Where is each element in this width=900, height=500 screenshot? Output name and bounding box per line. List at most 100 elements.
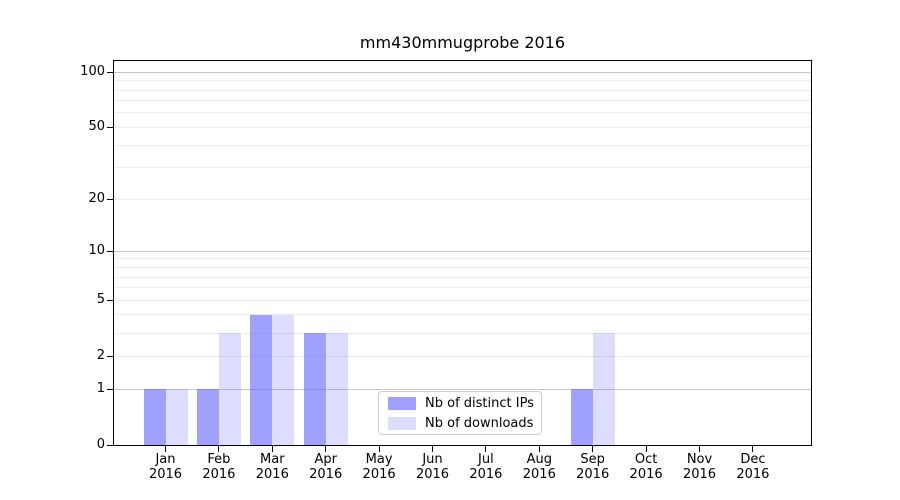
y-tick-label-1: 1 — [96, 381, 105, 396]
x-tick-mark-aug — [538, 446, 540, 452]
gridline-1 — [114, 388, 811, 390]
y-tick-mark-20 — [107, 198, 113, 200]
gridlines-layer — [114, 61, 811, 445]
x-tick-label-may: May 2016 — [347, 452, 411, 482]
y-tick-mark-50 — [107, 126, 113, 128]
x-tick-label-feb: Feb 2016 — [187, 452, 251, 482]
x-tick-label-mar: Mar 2016 — [240, 452, 304, 482]
x-tick-label-sep: Sep 2016 — [561, 452, 625, 482]
gridline-2 — [114, 355, 811, 357]
x-tick-year: 2016 — [736, 467, 770, 482]
x-tick-month: Aug — [526, 452, 552, 467]
gridline-30 — [114, 167, 811, 169]
x-tick-year: 2016 — [148, 467, 183, 482]
y-tick-mark-10 — [107, 250, 113, 252]
gridline-40 — [114, 144, 811, 146]
x-tick-month: Nov — [686, 452, 713, 467]
x-tick-mark-apr — [325, 446, 327, 452]
legend-entry-downloads: Nb of downloads — [388, 416, 541, 431]
gridline-100 — [114, 71, 811, 73]
x-tick-mark-nov — [699, 446, 700, 452]
y-tick-label-2: 2 — [96, 348, 105, 364]
bar-nb-of-downloads-sep — [592, 333, 615, 445]
legend-patch-distinct-ips-icon — [388, 396, 416, 410]
chart-title: mm430mmugprobe 2016 — [359, 33, 566, 52]
x-tick-label-jul: Jul 2016 — [454, 452, 518, 482]
legend-patch-downloads-icon — [388, 416, 416, 430]
bar-nb-of-downloads-jan — [165, 389, 188, 445]
x-tick-month: Jun — [422, 452, 443, 467]
x-tick-year: 2016 — [576, 467, 610, 482]
x-tick-mark-jun — [432, 446, 433, 452]
bar-nb-of-distinct-ips-mar — [250, 314, 273, 445]
x-tick-label-jun: Jun 2016 — [401, 452, 465, 482]
gridline-4 — [114, 314, 811, 316]
x-tick-month: Jan — [155, 452, 176, 467]
x-tick-year: 2016 — [362, 467, 396, 482]
y-tick-label-0: 0 — [96, 437, 105, 452]
x-tick-mark-jul — [485, 446, 487, 452]
gridline-80 — [114, 89, 811, 91]
y-tick-label-10: 10 — [88, 243, 105, 259]
x-tick-label-nov: Nov 2016 — [668, 452, 732, 482]
x-tick-mark-sep — [592, 446, 594, 452]
x-tick-year: 2016 — [469, 467, 503, 482]
x-tick-year: 2016 — [255, 467, 289, 482]
bar-nb-of-distinct-ips-feb — [196, 389, 219, 445]
x-tick-label-apr: Apr 2016 — [294, 452, 358, 482]
x-tick-year: 2016 — [415, 467, 450, 482]
bars-layer — [114, 61, 811, 445]
x-tick-year: 2016 — [629, 467, 663, 482]
gridline-50 — [114, 126, 811, 128]
x-tick-year: 2016 — [309, 467, 343, 482]
x-tick-year: 2016 — [682, 467, 717, 482]
y-tick-label-5: 5 — [96, 292, 105, 308]
x-tick-label-aug: Aug 2016 — [507, 452, 571, 482]
gridline-5 — [114, 299, 811, 301]
x-tick-month: Jul — [478, 452, 494, 467]
x-tick-month: Dec — [740, 452, 766, 467]
gridline-60 — [114, 112, 811, 114]
x-tick-year: 2016 — [202, 467, 236, 482]
y-tick-label-100: 100 — [80, 64, 105, 80]
x-tick-year: 2016 — [522, 467, 556, 482]
x-tick-mark-dec — [752, 446, 754, 452]
x-tick-mark-oct — [645, 446, 647, 452]
x-tick-month: Oct — [634, 452, 658, 467]
x-tick-label-dec: Dec 2016 — [721, 452, 785, 482]
legend-entry-distinct-ips: Nb of distinct IPs — [388, 396, 541, 411]
gridline-10 — [114, 250, 811, 252]
x-tick-mark-may — [378, 446, 380, 452]
y-tick-mark-0 — [107, 444, 113, 446]
legend-label-downloads: Nb of downloads — [425, 415, 534, 431]
x-tick-label-oct: Oct 2016 — [614, 452, 678, 482]
gridline-70 — [114, 100, 811, 102]
x-tick-label-jan: Jan 2016 — [134, 452, 198, 482]
y-tick-mark-5 — [107, 299, 113, 301]
gridline-7 — [114, 276, 811, 278]
bar-nb-of-distinct-ips-jan — [143, 389, 166, 445]
plot-area — [113, 60, 812, 446]
legend-label-distinct-ips: Nb of distinct IPs — [425, 395, 534, 411]
gridline-8 — [114, 267, 811, 268]
gridline-6 — [114, 287, 811, 289]
y-tick-mark-2 — [107, 355, 113, 357]
x-tick-month: Mar — [260, 452, 285, 467]
x-tick-month: Apr — [314, 452, 337, 467]
bar-nb-of-downloads-apr — [325, 333, 348, 445]
gridline-3 — [114, 332, 811, 334]
gridline-20 — [114, 198, 811, 200]
x-tick-month: May — [365, 452, 393, 467]
bar-nb-of-distinct-ips-apr — [303, 333, 326, 445]
y-tick-label-20: 20 — [88, 191, 105, 207]
x-tick-mark-feb — [218, 446, 220, 452]
bar-nb-of-downloads-mar — [272, 314, 295, 445]
y-tick-mark-100 — [107, 71, 113, 73]
gridline-9 — [114, 258, 811, 260]
legend: Nb of distinct IPs Nb of downloads — [378, 391, 542, 435]
bar-nb-of-distinct-ips-sep — [570, 389, 593, 445]
gridline-90 — [114, 80, 811, 82]
y-tick-mark-1 — [107, 388, 113, 390]
x-tick-mark-jan — [165, 446, 166, 452]
